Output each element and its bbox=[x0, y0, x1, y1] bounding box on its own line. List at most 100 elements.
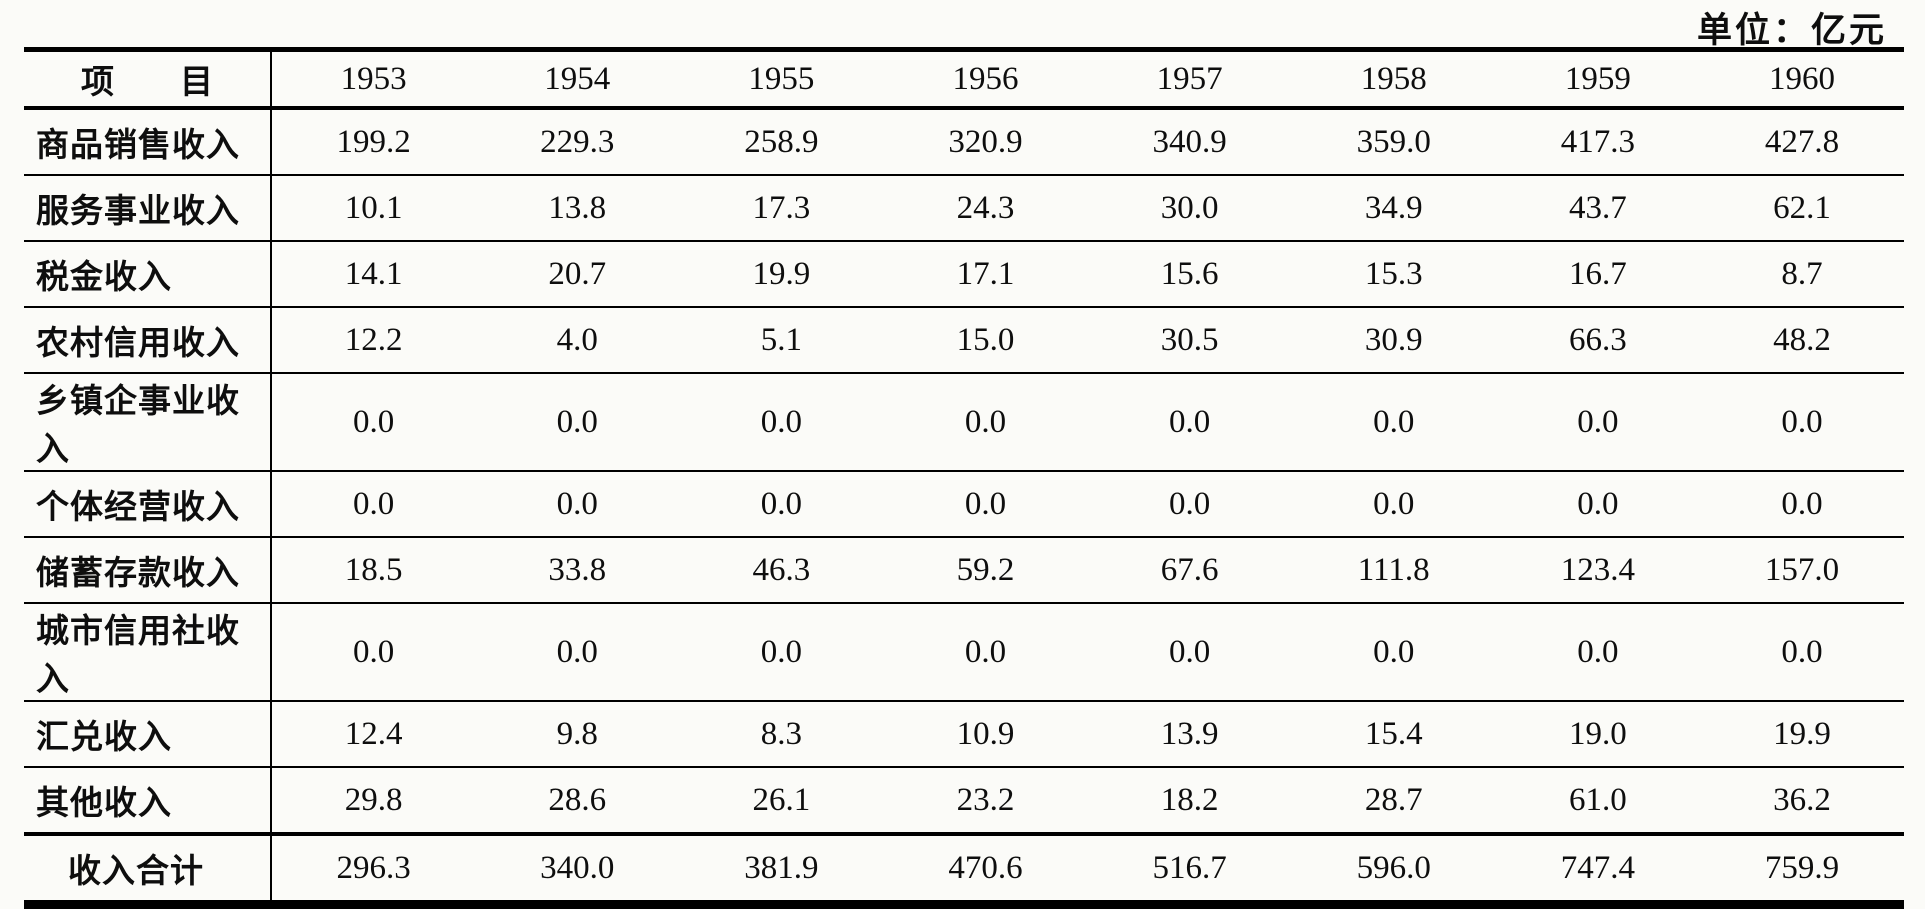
data-cell: 15.4 bbox=[1291, 701, 1496, 768]
data-cell: 199.2 bbox=[271, 108, 476, 176]
data-cell: 12.4 bbox=[271, 701, 476, 768]
data-cell: 14.1 bbox=[271, 241, 476, 308]
data-cell: 0.0 bbox=[1699, 603, 1904, 702]
data-cell: 19.0 bbox=[1495, 701, 1700, 768]
table-row: 服务事业收入 10.1 13.8 17.3 24.3 30.0 34.9 43.7 62.1 bbox=[24, 175, 1904, 242]
table-row: 乡镇企事业收入 0.0 0.0 0.0 0.0 0.0 0.0 0.0 0.0 bbox=[24, 373, 1904, 472]
data-cell: 4.0 bbox=[475, 307, 680, 374]
data-cell: 29.8 bbox=[271, 767, 476, 835]
data-cell: 16.7 bbox=[1495, 241, 1700, 308]
data-cell: 9.8 bbox=[475, 701, 680, 768]
data-cell: 0.0 bbox=[271, 471, 476, 538]
row-label: 服务事业收入 bbox=[24, 175, 272, 242]
data-cell: 258.9 bbox=[679, 108, 884, 176]
data-cell: 0.0 bbox=[1699, 373, 1904, 472]
data-cell: 43.7 bbox=[1495, 175, 1700, 242]
data-cell: 596.0 bbox=[1291, 832, 1496, 905]
row-label: 农村信用收入 bbox=[24, 307, 272, 374]
table-header-row: 项 目 1953 1954 1955 1956 1957 1958 1959 1960 bbox=[24, 49, 1904, 110]
data-cell: 0.0 bbox=[1495, 603, 1700, 702]
unit-label: 单位：亿元 bbox=[1696, 11, 1887, 50]
data-cell: 0.0 bbox=[1087, 603, 1292, 702]
data-cell: 0.0 bbox=[1087, 471, 1292, 538]
data-cell: 23.2 bbox=[883, 767, 1088, 835]
data-cell: 18.2 bbox=[1087, 767, 1292, 835]
data-cell: 0.0 bbox=[679, 603, 884, 702]
data-cell: 0.0 bbox=[679, 471, 884, 538]
data-cell: 359.0 bbox=[1291, 108, 1496, 176]
data-cell: 0.0 bbox=[1291, 603, 1496, 702]
data-cell: 10.1 bbox=[271, 175, 476, 242]
data-cell: 516.7 bbox=[1087, 832, 1292, 905]
table-row: 储蓄存款收入 18.5 33.8 46.3 59.2 67.6 111.8 123.4 157.… bbox=[24, 537, 1904, 604]
column-header-year: 1953 bbox=[271, 49, 476, 110]
data-cell: 340.0 bbox=[475, 832, 680, 905]
data-cell: 33.8 bbox=[475, 537, 680, 604]
data-cell: 10.9 bbox=[883, 701, 1088, 768]
data-cell: 13.8 bbox=[475, 175, 680, 242]
data-cell: 381.9 bbox=[679, 832, 884, 905]
column-header-year: 1955 bbox=[679, 49, 884, 110]
row-label: 个体经营收入 bbox=[24, 471, 272, 538]
data-cell: 24.3 bbox=[883, 175, 1088, 242]
table-row: 城市信用社收入 0.0 0.0 0.0 0.0 0.0 0.0 0.0 0.0 bbox=[24, 603, 1904, 702]
data-cell: 28.7 bbox=[1291, 767, 1496, 835]
data-cell: 62.1 bbox=[1699, 175, 1904, 242]
column-header-year: 1956 bbox=[883, 49, 1088, 110]
data-cell: 747.4 bbox=[1495, 832, 1700, 905]
table-body: 商品销售收入 199.2 229.3 258.9 320.9 340.9 359.0 417.… bbox=[24, 108, 1904, 905]
data-cell: 26.1 bbox=[679, 767, 884, 835]
table-row: 个体经营收入 0.0 0.0 0.0 0.0 0.0 0.0 0.0 0.0 bbox=[24, 471, 1904, 538]
data-cell: 0.0 bbox=[883, 373, 1088, 472]
data-cell: 0.0 bbox=[1291, 373, 1496, 472]
data-cell: 13.9 bbox=[1087, 701, 1292, 768]
row-label: 储蓄存款收入 bbox=[24, 537, 272, 604]
column-header-year: 1960 bbox=[1699, 49, 1904, 110]
data-cell: 5.1 bbox=[679, 307, 884, 374]
data-cell: 36.2 bbox=[1699, 767, 1904, 835]
data-cell: 417.3 bbox=[1495, 108, 1700, 176]
table-row: 商品销售收入 199.2 229.3 258.9 320.9 340.9 359.0 417.… bbox=[24, 108, 1904, 176]
data-cell: 19.9 bbox=[1699, 701, 1904, 768]
data-cell: 0.0 bbox=[1699, 471, 1904, 538]
data-cell: 17.1 bbox=[883, 241, 1088, 308]
column-header-year: 1957 bbox=[1087, 49, 1292, 110]
data-cell: 0.0 bbox=[1291, 471, 1496, 538]
data-cell: 34.9 bbox=[1291, 175, 1496, 242]
data-cell: 19.9 bbox=[679, 241, 884, 308]
data-cell: 15.3 bbox=[1291, 241, 1496, 308]
table-row: 其他收入 29.8 28.6 26.1 23.2 18.2 28.7 61.0 36.2 bbox=[24, 767, 1904, 835]
data-cell: 0.0 bbox=[1495, 373, 1700, 472]
data-cell: 30.9 bbox=[1291, 307, 1496, 374]
data-cell: 61.0 bbox=[1495, 767, 1700, 835]
data-cell: 0.0 bbox=[883, 471, 1088, 538]
data-cell: 48.2 bbox=[1699, 307, 1904, 374]
data-cell: 46.3 bbox=[679, 537, 884, 604]
revenue-table: 项 目 1953 1954 1955 1956 1957 1958 1959 1960 商品销售… bbox=[24, 47, 1904, 909]
data-cell: 59.2 bbox=[883, 537, 1088, 604]
data-cell: 0.0 bbox=[475, 603, 680, 702]
row-label: 汇兑收入 bbox=[24, 701, 272, 768]
data-cell: 0.0 bbox=[475, 471, 680, 538]
data-cell: 20.7 bbox=[475, 241, 680, 308]
data-cell: 15.6 bbox=[1087, 241, 1292, 308]
column-header-item: 项 目 bbox=[24, 49, 272, 110]
row-label: 城市信用社收入 bbox=[24, 603, 272, 702]
data-cell: 8.7 bbox=[1699, 241, 1904, 308]
data-cell: 18.5 bbox=[271, 537, 476, 604]
data-cell: 0.0 bbox=[271, 603, 476, 702]
data-cell: 296.3 bbox=[271, 832, 476, 905]
table-row: 税金收入 14.1 20.7 19.9 17.1 15.6 15.3 16.7 8.7 bbox=[24, 241, 1904, 308]
data-cell: 8.3 bbox=[679, 701, 884, 768]
column-header-year: 1954 bbox=[475, 49, 680, 110]
data-cell: 30.0 bbox=[1087, 175, 1292, 242]
data-cell: 427.8 bbox=[1699, 108, 1904, 176]
data-cell: 0.0 bbox=[271, 373, 476, 472]
data-cell: 0.0 bbox=[1087, 373, 1292, 472]
table-row: 汇兑收入 12.4 9.8 8.3 10.9 13.9 15.4 19.0 19.9 bbox=[24, 701, 1904, 768]
data-cell: 30.5 bbox=[1087, 307, 1292, 374]
data-cell: 17.3 bbox=[679, 175, 884, 242]
data-cell: 759.9 bbox=[1699, 832, 1904, 905]
data-cell: 157.0 bbox=[1699, 537, 1904, 604]
data-cell: 12.2 bbox=[271, 307, 476, 374]
